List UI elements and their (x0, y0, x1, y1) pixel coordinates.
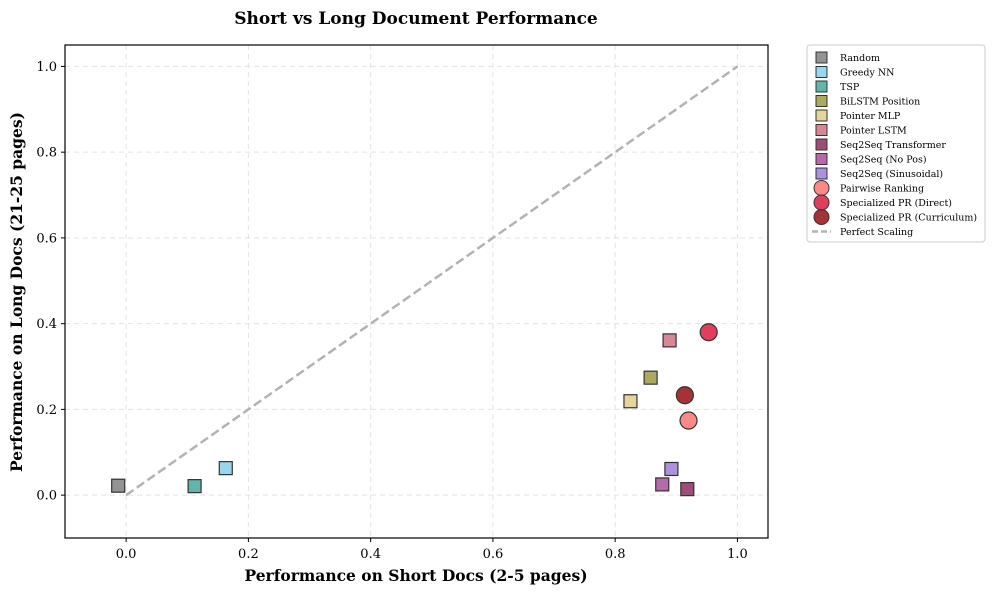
legend-label-tsp: TSP (840, 82, 860, 93)
legend-label-perfect-scaling: Perfect Scaling (840, 227, 913, 238)
legend-label-specialized-pr-direct: Specialized PR (Direct) (840, 198, 952, 209)
x-tick-label: 0.0 (116, 547, 137, 562)
legend-marker-pointer-lstm (815, 124, 828, 136)
legend-label-greedy-nn: Greedy NN (840, 68, 894, 79)
x-tick-label: 0.8 (605, 547, 626, 562)
y-tick-label: 0.8 (36, 146, 57, 161)
point-specialized-pr-curriculum (675, 386, 694, 405)
y-axis-label: Performance on Long Docs (21-25 pages) (7, 112, 26, 472)
legend-label-random: Random (840, 53, 880, 64)
legend: Random Greedy NN TSP BiLSTM Position Pointer… (806, 44, 986, 243)
point-pointer-lstm (662, 333, 677, 348)
x-tick-label: 0.2 (238, 547, 259, 562)
point-pointer-mlp (623, 394, 638, 409)
legend-label-pairwise-ranking: Pairwise Ranking (840, 184, 924, 195)
point-pairwise-ranking (679, 411, 698, 430)
legend-label-seq2seq-transformer: Seq2Seq Transformer (840, 140, 946, 151)
point-seq2seq-sinusoidal (664, 461, 679, 477)
point-bilstm-position (643, 370, 658, 385)
legend-label-pointer-lstm: Pointer LSTM (840, 126, 907, 137)
legend-label-specialized-pr-curriculum: Specialized PR (Curriculum) (840, 213, 977, 224)
legend-marker-pairwise-ranking (813, 180, 830, 196)
grid (65, 45, 768, 538)
legend-marker-bilstm-position (815, 95, 828, 107)
y-axis-ticks: 0.0 0.2 0.4 0.6 0.8 1.0 (36, 60, 65, 504)
legend-label-bilstm-position: BiLSTM Position (840, 97, 920, 108)
reference-line-layer (125, 65, 739, 497)
point-random (111, 478, 126, 493)
point-specialized-pr-direct (699, 323, 718, 342)
legend-marker-seq2seq-sinusoidal (815, 167, 828, 180)
legend-label-pointer-mlp: Pointer MLP (840, 111, 901, 122)
chart-title: Short vs Long Document Performance (234, 9, 598, 29)
y-tick-label: 0.6 (36, 231, 57, 246)
legend-marker-specialized-pr-direct (813, 194, 830, 211)
x-tick-label: 0.4 (360, 547, 381, 562)
legend-marker-tsp (815, 80, 828, 93)
plot-frame (64, 44, 769, 539)
legend-label-seq2seq-no-pos: Seq2Seq (No Pos) (840, 155, 927, 166)
point-tsp (187, 479, 202, 494)
y-tick-label: 1.0 (36, 60, 57, 75)
point-greedy-nn (218, 461, 233, 476)
y-tick-label: 0.2 (36, 403, 57, 418)
legend-marker-random (815, 51, 828, 64)
legend-label-seq2seq-sinusoidal: Seq2Seq (Sinusoidal) (840, 169, 943, 180)
point-seq2seq-no-pos (655, 477, 670, 492)
y-tick-label: 0.0 (36, 489, 57, 504)
x-axis-ticks: 0.0 0.2 0.4 0.6 0.8 1.0 (116, 538, 748, 562)
y-tick-label: 0.4 (36, 317, 57, 332)
legend-marker-pointer-mlp (815, 109, 828, 122)
perfect-scaling-line (125, 65, 739, 497)
x-tick-label: 1.0 (727, 547, 748, 562)
legend-marker-seq2seq-transformer (815, 138, 828, 151)
legend-marker-greedy-nn (815, 66, 828, 78)
point-seq2seq-transformer (680, 482, 695, 497)
legend-marker-seq2seq-no-pos (815, 153, 828, 165)
x-axis-label: Performance on Short Docs (2-5 pages) (244, 566, 587, 585)
legend-marker-specialized-pr-curriculum (813, 209, 830, 225)
legend-frame (806, 44, 986, 243)
data-points (111, 323, 718, 497)
x-tick-label: 0.6 (483, 547, 504, 562)
